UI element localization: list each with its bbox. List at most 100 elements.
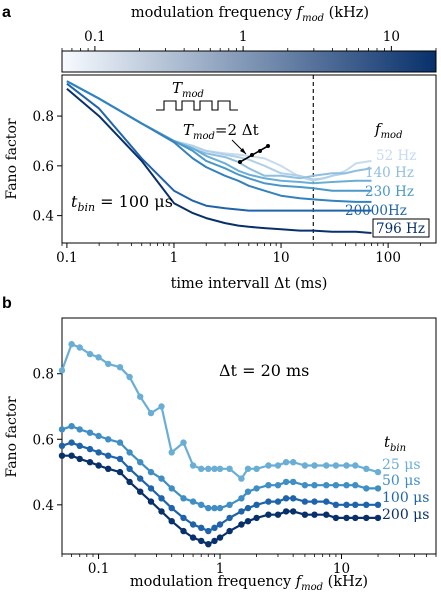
b-data-point [198, 537, 205, 545]
b-data-point [374, 514, 382, 522]
b-xtick-label: 10 [333, 561, 350, 577]
b-data-point [323, 462, 330, 469]
tmod-label: Tmod [172, 79, 204, 100]
a-xtick-label: 10 [272, 250, 289, 266]
a-ytick-label: 0.4 [33, 209, 54, 225]
b-data-point [226, 501, 233, 508]
b-data-point [189, 521, 197, 528]
plot-a-xlabel: time intervall Δt (ms) [171, 276, 328, 292]
b-data-point [216, 504, 224, 512]
b-data-point [226, 527, 233, 535]
b-data-point [105, 465, 112, 472]
b-data-point [105, 360, 112, 368]
b-data-point [158, 475, 165, 482]
b-data-point [137, 459, 144, 466]
b-data-point [116, 455, 124, 463]
b-data-point [332, 482, 340, 489]
plot-b-frame [61, 317, 437, 555]
b-data-point [265, 498, 272, 505]
b-data-point [198, 465, 205, 472]
b-data-point [216, 534, 224, 541]
b-data-point [105, 452, 112, 459]
b-data-point [58, 452, 66, 459]
b-data-point [205, 504, 212, 512]
b-data-point [76, 455, 83, 463]
colorbar-tick-label: 10 [383, 29, 400, 45]
a-ytick-label: 0.6 [33, 159, 54, 175]
b-data-point [274, 482, 282, 489]
a-xtick-label: 0.1 [56, 250, 77, 266]
colorbar-tick-label: 0.1 [84, 29, 105, 45]
tbin-annotation: tbin = 100 μs [71, 192, 173, 214]
a-series-line [66, 87, 372, 234]
legend-a-entry: 20000Hz [345, 203, 407, 219]
b-data-point [211, 504, 218, 512]
b-data-point [238, 475, 245, 482]
legend-b-entry: 25 μs [382, 457, 421, 473]
b-data-point [86, 445, 94, 453]
b-data-point [76, 344, 83, 351]
b-data-point [116, 468, 124, 476]
b-data-point [116, 439, 124, 446]
b-data-point [147, 485, 155, 492]
b-data-point [180, 439, 187, 446]
b-data-point [244, 488, 252, 495]
b-data-point [58, 367, 66, 374]
b-xtick-label: 1 [216, 561, 225, 577]
b-data-point [363, 485, 370, 492]
b-data-point [244, 504, 252, 512]
b-data-point [105, 436, 112, 443]
b-data-point [238, 495, 245, 502]
plot-a-ylabel: Fano factor [4, 118, 20, 199]
b-data-point [290, 459, 297, 466]
b-data-point [211, 524, 218, 531]
b-data-point [158, 508, 165, 515]
b-data-point [126, 449, 133, 456]
colorbar-tick-label: 1 [239, 29, 248, 45]
b-data-point [189, 534, 197, 541]
b-data-point [311, 511, 318, 518]
b-data-point [205, 465, 212, 472]
b-series-line [61, 441, 378, 533]
b-data-point [374, 485, 382, 492]
annotation-arrowhead [240, 148, 246, 154]
b-data-point [282, 478, 290, 486]
b-data-point [343, 501, 350, 508]
b-data-point [68, 439, 75, 446]
b-data-point [332, 514, 340, 522]
b-data-point [282, 508, 290, 515]
b-data-point [168, 485, 175, 492]
b-data-point [211, 465, 218, 472]
b-data-point [68, 423, 75, 430]
b-data-point [253, 485, 260, 492]
b-data-point [363, 465, 370, 472]
b-data-point [301, 511, 309, 518]
panel-b-letter: b [2, 295, 12, 312]
b-ytick-label: 0.4 [33, 498, 54, 514]
plot-a-series [66, 80, 372, 234]
plot-a-axes-ticks: 0.1 1 10 100 0.4 0.6 0.8 [33, 109, 421, 266]
colorbar [61, 50, 437, 73]
b-data-point [363, 501, 370, 508]
b-data-point [180, 514, 187, 522]
b-data-point [137, 475, 144, 482]
b-data-point [301, 482, 309, 489]
b-data-point [352, 462, 359, 469]
b-data-point [363, 514, 370, 522]
plot-b-series [58, 341, 382, 548]
b-ytick-label: 0.6 [33, 432, 54, 448]
a-xtick-label: 100 [375, 250, 401, 266]
b-data-point [311, 482, 318, 489]
tmod-equation: Tmod=2 Δt [183, 121, 259, 142]
b-data-point [198, 524, 205, 531]
b-data-point [180, 495, 187, 502]
b-data-point [301, 462, 309, 469]
b-data-point [95, 462, 102, 469]
square-wave [156, 100, 238, 111]
b-data-point [374, 468, 382, 476]
b-data-point [253, 465, 260, 472]
b-data-point [86, 429, 94, 436]
b-data-point [137, 488, 144, 495]
